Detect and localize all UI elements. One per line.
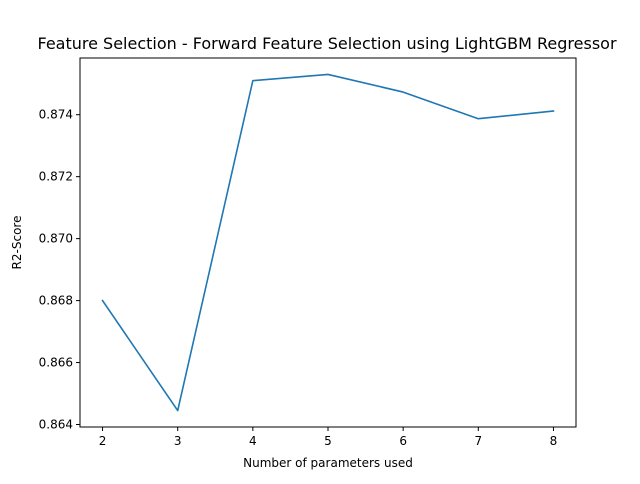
y-tick-label: 0.866	[39, 356, 73, 370]
chart-title: Feature Selection - Forward Feature Sele…	[37, 34, 616, 53]
plot-area	[79, 57, 577, 428]
x-tick-label: 2	[99, 434, 107, 448]
y-tick-label: 0.864	[39, 418, 73, 432]
series-layer	[101, 73, 555, 412]
y-axis-ticks: 0.864 0.866 0.868 0.870 0.872 0.874	[39, 108, 80, 432]
x-tick-label: 8	[550, 434, 558, 448]
plot-frame	[79, 57, 577, 428]
x-axis-ticks: 2 3 4 5 6 7 8	[99, 427, 558, 448]
series-line	[101, 73, 555, 412]
x-tick-label: 4	[249, 434, 257, 448]
x-tick-label: 6	[399, 434, 407, 448]
x-tick-label: 5	[324, 434, 332, 448]
y-axis-label: R2-Score	[10, 216, 24, 270]
x-tick-label: 7	[474, 434, 482, 448]
x-axis-label: Number of parameters used	[243, 456, 413, 470]
y-tick-label: 0.874	[39, 108, 73, 122]
x-tick-label: 3	[174, 434, 182, 448]
y-tick-label: 0.872	[39, 170, 73, 184]
y-tick-label: 0.868	[39, 294, 73, 308]
y-tick-label: 0.870	[39, 232, 73, 246]
